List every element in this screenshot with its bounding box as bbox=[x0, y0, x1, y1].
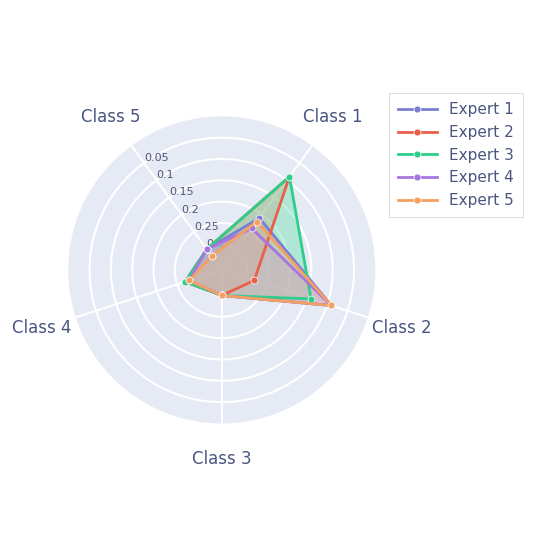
Polygon shape bbox=[185, 177, 289, 295]
Legend: Expert 1, Expert 2, Expert 3, Expert 4, Expert 5: Expert 1, Expert 2, Expert 3, Expert 4, … bbox=[389, 94, 523, 217]
Polygon shape bbox=[185, 218, 332, 305]
Polygon shape bbox=[185, 177, 311, 299]
Polygon shape bbox=[190, 222, 332, 305]
Polygon shape bbox=[190, 228, 332, 305]
